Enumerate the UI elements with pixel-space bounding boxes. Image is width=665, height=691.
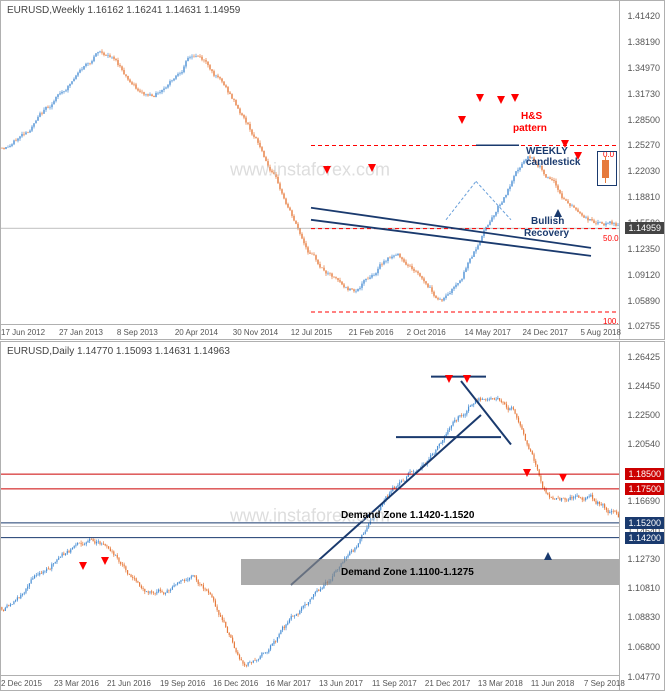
y-tick-label: 1.08830 xyxy=(627,612,660,622)
fib-label: 50.0 xyxy=(603,234,619,243)
y-tick-label: 1.04770 xyxy=(627,672,660,682)
x-tick-label: 21 Feb 2016 xyxy=(349,328,394,337)
y-tick-label: 1.38190 xyxy=(627,37,660,47)
y-tick-label: 1.12350 xyxy=(627,244,660,254)
down-arrow-icon xyxy=(368,164,376,172)
y-tick-label: 1.22500 xyxy=(627,410,660,420)
level-price-box: 1.17500 xyxy=(625,483,664,495)
y-tick-label: 1.34970 xyxy=(627,63,660,73)
y-tick-label: 1.24450 xyxy=(627,381,660,391)
up-arrow-icon xyxy=(554,209,562,217)
daily-chart-title: EURUSD,Daily 1.14770 1.15093 1.14631 1.1… xyxy=(7,346,230,357)
x-tick-label: 17 Jun 2012 xyxy=(1,328,45,337)
y-tick-label: 1.18810 xyxy=(627,192,660,202)
x-tick-label: 13 Mar 2018 xyxy=(478,679,523,688)
down-arrow-icon xyxy=(561,140,569,148)
x-tick-label: 20 Apr 2014 xyxy=(175,328,218,337)
down-arrow-icon xyxy=(101,557,109,565)
down-arrow-icon xyxy=(574,152,582,160)
level-price-box: 1.14200 xyxy=(625,532,664,544)
x-tick-label: 16 Dec 2016 xyxy=(213,679,258,688)
weekly-svg xyxy=(1,16,619,324)
y-tick-label: 1.10810 xyxy=(627,583,660,593)
x-tick-label: 11 Jun 2018 xyxy=(531,679,574,688)
y-tick-label: 1.28500 xyxy=(627,115,660,125)
level-price-box: 1.18500 xyxy=(625,468,664,480)
y-tick-label: 1.31730 xyxy=(627,89,660,99)
y-tick-label: 1.41420 xyxy=(627,11,660,21)
y-tick-label: 1.02755 xyxy=(627,321,660,331)
down-arrow-icon xyxy=(523,469,531,477)
down-arrow-icon xyxy=(511,94,519,102)
down-arrow-icon xyxy=(79,562,87,570)
current-price-box: 1.14959 xyxy=(625,222,664,234)
y-tick-label: 1.16690 xyxy=(627,496,660,506)
down-arrow-icon xyxy=(559,474,567,482)
down-arrow-icon xyxy=(323,166,331,174)
x-tick-label: 2 Oct 2016 xyxy=(407,328,446,337)
daily-x-axis: 2 Dec 2015 23 Mar 2016 21 Jun 2016 19 Sep 2… xyxy=(1,675,619,690)
weekly-chart-title: EURUSD,Weekly 1.16162 1.16241 1.14631 1.… xyxy=(7,5,240,16)
y-tick-label: 1.05890 xyxy=(627,296,660,306)
x-tick-label: 7 Sep 2018 xyxy=(584,679,625,688)
demand-zone-label: Demand Zone 1.1420-1.1520 xyxy=(341,510,474,521)
y-tick-label: 1.20540 xyxy=(627,439,660,449)
down-arrow-icon xyxy=(463,375,471,383)
x-tick-label: 24 Dec 2017 xyxy=(522,328,567,337)
x-tick-label: 21 Jun 2016 xyxy=(107,679,151,688)
daily-plot-area: www.instaforex.com Demand Zone 1.1420-1.… xyxy=(1,357,619,675)
down-arrow-icon xyxy=(497,96,505,104)
down-arrow-icon xyxy=(445,375,453,383)
down-arrow-icon xyxy=(476,94,484,102)
y-tick-label: 1.06800 xyxy=(627,642,660,652)
x-tick-label: 13 Jun 2017 xyxy=(319,679,363,688)
y-tick-label: 1.25270 xyxy=(627,140,660,150)
chart-annotation: pattern xyxy=(513,123,547,134)
x-tick-label: 5 Aug 2018 xyxy=(580,328,620,337)
demand-zone-label: Demand Zone 1.1100-1.1275 xyxy=(341,567,474,578)
daily-chart: EURUSD,Daily 1.14770 1.15093 1.14631 1.1… xyxy=(0,341,665,691)
x-tick-label: 23 Mar 2016 xyxy=(54,679,99,688)
chart-annotation: Bullish xyxy=(531,216,564,227)
weekly-y-axis: 1.41420 1.38190 1.34970 1.31730 1.28500 1.252… xyxy=(619,1,664,339)
y-tick-label: 1.09120 xyxy=(627,270,660,280)
x-tick-label: 21 Dec 2017 xyxy=(425,679,470,688)
weekly-candlestick-box xyxy=(597,151,617,186)
x-tick-label: 27 Jan 2013 xyxy=(59,328,103,337)
up-arrow-icon xyxy=(544,552,552,560)
level-price-box: 1.15200 xyxy=(625,517,664,529)
x-tick-label: 19 Sep 2016 xyxy=(160,679,205,688)
weekly-x-axis: 17 Jun 2012 27 Jan 2013 8 Sep 2013 20 Apr 2… xyxy=(1,324,619,339)
y-tick-label: 1.26425 xyxy=(627,352,660,362)
down-arrow-icon xyxy=(458,116,466,124)
y-tick-label: 1.22030 xyxy=(627,166,660,176)
weekly-plot-area: www.instaforex.com 0.050.0100.0H&Spatter… xyxy=(1,16,619,324)
x-tick-label: 11 Sep 2017 xyxy=(372,679,417,688)
chart-annotation: Recovery xyxy=(524,228,569,239)
x-tick-label: 16 Mar 2017 xyxy=(266,679,311,688)
x-tick-label: 12 Jul 2015 xyxy=(291,328,332,337)
x-tick-label: 8 Sep 2013 xyxy=(117,328,158,337)
fib-label: 100.0 xyxy=(603,317,619,324)
daily-svg xyxy=(1,357,619,675)
y-tick-label: 1.12730 xyxy=(627,554,660,564)
chart-annotation: H&S xyxy=(521,111,542,122)
x-tick-label: 30 Nov 2014 xyxy=(233,328,278,337)
x-tick-label: 14 May 2017 xyxy=(465,328,511,337)
weekly-chart: EURUSD,Weekly 1.16162 1.16241 1.14631 1.… xyxy=(0,0,665,340)
x-tick-label: 2 Dec 2015 xyxy=(1,679,42,688)
daily-y-axis: 1.264251.244501.225001.205401.185801.166… xyxy=(619,342,664,690)
